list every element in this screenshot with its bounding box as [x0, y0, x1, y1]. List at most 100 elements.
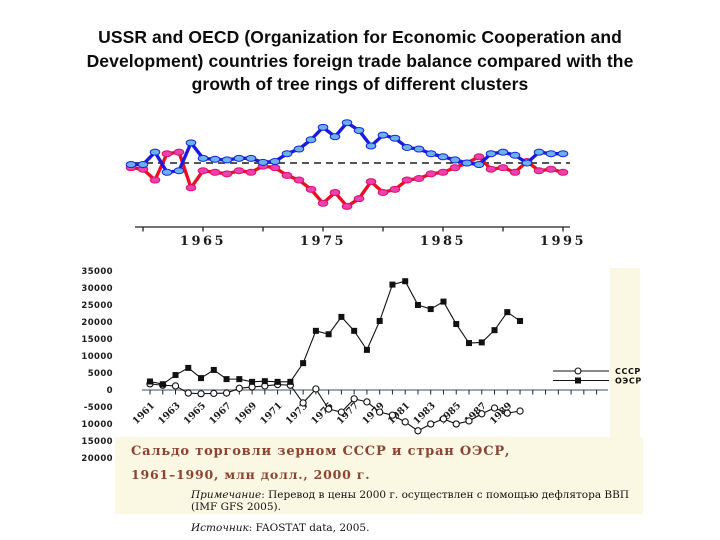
marker-square: [376, 317, 383, 324]
y-tick-label: 15000: [82, 335, 113, 345]
marker-circle: [401, 418, 409, 426]
marker-square: [312, 327, 319, 334]
marker-cluster-red: [557, 168, 569, 176]
marker-cluster-red: [437, 168, 449, 176]
marker-circle: [171, 382, 180, 390]
marker-circle: [452, 420, 460, 428]
marker-cluster-red: [185, 184, 197, 192]
marker-cluster-blue: [149, 148, 161, 156]
marker-cluster-red: [329, 188, 341, 196]
marker-cluster-red: [341, 202, 353, 210]
marker-square: [427, 306, 434, 313]
marker-cluster-blue: [389, 134, 401, 142]
marker-cluster-red: [413, 175, 425, 182]
marker-cluster-blue: [245, 154, 257, 162]
marker-cluster-blue: [473, 161, 485, 169]
marker-cluster-blue: [437, 153, 449, 161]
x-tick-label: 1965: [182, 400, 208, 426]
marker-cluster-red: [149, 176, 161, 184]
y-tick-label: -5000: [84, 403, 113, 413]
marker-circle: [197, 390, 205, 398]
marker-cluster-red: [209, 168, 221, 176]
marker-cluster-red: [497, 164, 509, 172]
marker-cluster-red: [425, 170, 437, 178]
marker-cluster-red: [245, 168, 257, 176]
marker-square: [325, 331, 332, 338]
marker-circle: [363, 398, 371, 406]
marker-circle: [414, 427, 422, 435]
legend-marker-circle: [574, 367, 582, 375]
marker-cluster-blue: [413, 145, 425, 153]
marker-circle: [376, 408, 384, 416]
marker-circle: [210, 389, 218, 398]
marker-cluster-red: [233, 167, 245, 175]
marker-square: [478, 339, 485, 346]
marker-square: [287, 378, 294, 385]
source-text: : FAOSTAT data, 2005.: [248, 522, 370, 534]
marker-cluster-blue: [257, 158, 269, 166]
marker-circle: [388, 411, 397, 419]
chart-caption-subtitle: 1961–1990, млн долл., 2000 г.: [131, 467, 371, 482]
y-tick-label: 20000: [82, 318, 113, 328]
marker-cluster-blue: [485, 150, 497, 158]
marker-cluster-blue: [497, 148, 509, 156]
y-tick-label: 0: [107, 386, 113, 396]
y-tick-label: 5000: [88, 369, 113, 379]
top-x-tick-label: 1985: [420, 234, 466, 248]
marker-cluster-blue: [521, 159, 533, 167]
caption-panel: Сальдо торговли зерном СССР и стран ОЭСР…: [115, 437, 643, 534]
series-cluster-blue: [125, 119, 569, 176]
marker-cluster-red: [305, 185, 317, 193]
marker-cluster-blue: [197, 154, 209, 162]
highlight-strip: [610, 268, 640, 438]
marker-circle: [222, 389, 231, 397]
y-tick-label: -15000: [82, 437, 113, 447]
marker-circle: [490, 404, 499, 412]
top-x-tick-label: 1965: [180, 234, 226, 248]
top-x-tick-label: 1975: [300, 234, 346, 248]
x-tick-label: 1963: [156, 400, 182, 426]
y-tick-label: 25000: [82, 301, 113, 311]
marker-square: [300, 360, 307, 367]
marker-cluster-blue: [509, 151, 521, 159]
y-tick-label: -10000: [82, 420, 113, 430]
marker-cluster-red: [389, 185, 401, 193]
marker-cluster-blue: [533, 148, 545, 156]
marker-cluster-blue: [233, 154, 245, 162]
marker-circle: [350, 395, 358, 403]
marker-cluster-red: [221, 170, 233, 178]
marker-cluster-blue: [365, 142, 377, 150]
marker-circle: [516, 407, 524, 415]
marker-cluster-blue: [221, 156, 233, 164]
marker-cluster-blue: [461, 159, 473, 167]
marker-cluster-blue: [125, 161, 137, 169]
marker-square: [363, 346, 370, 353]
marker-square: [185, 364, 192, 371]
chart-source: Источник: FAOSTAT data, 2005.: [191, 522, 643, 534]
marker-square: [210, 366, 217, 373]
marker-cluster-blue: [209, 155, 221, 163]
legend-label: СССР: [615, 367, 641, 376]
top-x-axis: [135, 226, 570, 232]
slide-title-line-1: USSR and OECD (Organization for Economic…: [98, 27, 622, 47]
chart-note: Примечание: Перевод в цены 2000 г. осуще…: [191, 489, 643, 513]
marker-cluster-red: [317, 199, 329, 207]
marker-cluster-blue: [545, 150, 557, 158]
marker-square: [236, 376, 243, 383]
marker-cluster-blue: [161, 168, 173, 176]
marker-square: [159, 381, 166, 388]
marker-circle: [427, 420, 435, 428]
series-cluster-red: [125, 148, 569, 210]
marker-cluster-blue: [329, 133, 341, 141]
marker-cluster-red: [509, 168, 521, 176]
marker-circle: [184, 389, 192, 397]
marker-cluster-red: [161, 150, 173, 158]
source-label: Источник: [191, 522, 249, 534]
y-axis-labels: 35000 30000 25000 20000 15000 10000 5000 0 -5000…: [82, 267, 113, 464]
marker-square: [261, 378, 268, 385]
marker-cluster-blue: [557, 150, 569, 158]
marker-cluster-red: [281, 171, 293, 179]
marker-cluster-red: [365, 178, 377, 186]
marker-square: [402, 278, 409, 285]
